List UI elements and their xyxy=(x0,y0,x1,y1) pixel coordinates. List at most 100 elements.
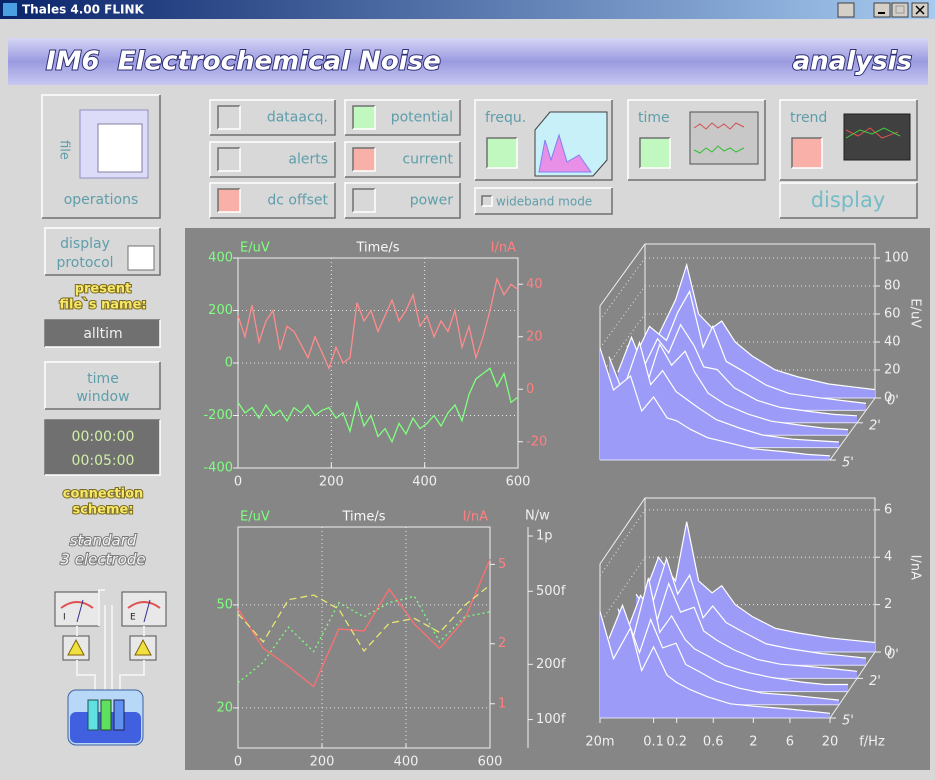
wideband-checkbox xyxy=(482,196,492,206)
time-window-label: window xyxy=(76,389,129,405)
depth-tick-label: 2' xyxy=(869,418,881,433)
panel-label: time xyxy=(638,110,670,126)
x-tick-label: 2 xyxy=(749,735,757,750)
y2-tick-label: -20 xyxy=(526,434,547,449)
panel-indicator xyxy=(640,138,670,168)
scheme-caption: connection xyxy=(63,487,144,502)
maximize-button[interactable] xyxy=(892,3,908,17)
x-tick-label: 0 xyxy=(234,755,242,770)
toggle-label: power xyxy=(410,193,454,209)
z-tick-label: 6 xyxy=(884,502,892,517)
y2-tick-label: 5 xyxy=(498,557,506,572)
x-tick-label: 200 xyxy=(319,475,344,490)
scheme-name: standard xyxy=(70,532,137,550)
z-tick-label: 80 xyxy=(884,279,901,294)
depth-tick-label: 0' xyxy=(887,648,899,663)
electrode xyxy=(114,700,124,730)
x-tick-label: 0 xyxy=(234,475,242,490)
panel-label: frequ. xyxy=(485,110,526,126)
toggle-indicator xyxy=(353,189,375,212)
y2-tick-label: 40 xyxy=(526,277,543,292)
y-tick-label: 400 xyxy=(208,251,233,266)
y3-tick-label: 200f xyxy=(536,657,566,672)
z-tick-label: 20 xyxy=(884,363,901,378)
y3-tick-label: 500f xyxy=(536,584,566,599)
toggle-indicator xyxy=(353,106,375,129)
depth-tick-label: 5' xyxy=(842,456,854,471)
app-icon xyxy=(3,3,17,16)
x-tick-label: 0.1 xyxy=(643,735,664,750)
z-axis-label: E/uV xyxy=(908,298,923,328)
y2-tick-label: 2 xyxy=(498,636,506,651)
x-tick-label: 20 xyxy=(822,735,839,750)
time-end: 00:05:00 xyxy=(72,453,135,469)
y-axis-label: E/uV xyxy=(240,241,270,256)
file-side-label: file xyxy=(57,140,72,160)
y2-tick-label: 1 xyxy=(498,696,506,711)
toggle-label: potential xyxy=(391,110,453,126)
toggle-label: alerts xyxy=(288,152,328,168)
z-tick-label: 4 xyxy=(884,550,892,565)
meter-label: I xyxy=(63,613,66,623)
toggle-indicator xyxy=(353,148,375,171)
toggle-indicator xyxy=(218,148,240,171)
panel-label: trend xyxy=(790,110,827,126)
x-tick-label: 600 xyxy=(506,475,531,490)
depth-tick-label: 0' xyxy=(887,394,899,409)
scheme-name: 3 electrode xyxy=(60,551,145,569)
y-tick-label: -200 xyxy=(203,408,233,423)
y3-axis-label: N/w xyxy=(525,509,550,524)
header-title: IM6 Electrochemical Noise xyxy=(46,47,441,77)
y-tick-label: 0 xyxy=(225,356,233,371)
y-tick-label: -400 xyxy=(203,461,233,476)
protocol-label: display xyxy=(60,236,110,252)
electrode xyxy=(101,700,111,730)
file-operations-label: operations xyxy=(64,192,139,208)
x-tick-label: 20m xyxy=(585,735,614,750)
depth-tick-label: 5' xyxy=(842,714,854,729)
window-controls xyxy=(838,3,928,17)
electrode xyxy=(88,700,98,730)
toggle-indicator xyxy=(218,189,240,212)
time-window-label: time xyxy=(87,371,119,387)
panel-indicator xyxy=(487,138,517,168)
z-tick-label: 60 xyxy=(884,307,901,322)
y2-axis-label: I/nA xyxy=(463,510,488,525)
print-button[interactable] xyxy=(838,3,854,17)
y3-tick-label: 100f xyxy=(536,712,566,727)
file-name-caption: file`s name: xyxy=(59,298,146,313)
z-axis-label: I/nA xyxy=(908,555,923,580)
toggle-label: dc offset xyxy=(267,193,328,209)
chart-title: Time/s xyxy=(356,241,400,256)
y2-tick-label: 20 xyxy=(526,329,543,344)
protocol-icon xyxy=(128,246,154,270)
x-tick-label: 400 xyxy=(412,475,437,490)
depth-tick-label: 2' xyxy=(869,674,881,689)
file-icon-page xyxy=(98,124,142,172)
app-window: Thales 4.00 FLINK IM6 Electrochemical No… xyxy=(0,0,935,780)
toggle-indicator xyxy=(218,106,240,129)
file-name-caption: present xyxy=(75,282,132,297)
x-tick-label: 0.2 xyxy=(666,735,687,750)
x-tick-label: 600 xyxy=(478,755,503,770)
x-tick-label: 6 xyxy=(786,735,794,750)
y3-tick-label: 1p xyxy=(536,529,553,544)
y-axis-label: E/uV xyxy=(240,510,270,525)
x-tick-label: 0.6 xyxy=(703,735,724,750)
window-title: Thales 4.00 FLINK xyxy=(22,3,145,17)
chart-title: Time/s xyxy=(342,510,386,525)
display-label: display xyxy=(811,188,886,212)
wideband-label: wideband mode xyxy=(496,195,592,209)
minimize-button[interactable] xyxy=(874,3,890,17)
header-right: analysis xyxy=(793,47,912,77)
y2-tick-label: 0 xyxy=(526,382,534,397)
scheme-caption: scheme: xyxy=(72,503,133,518)
z-tick-label: 100 xyxy=(884,251,909,266)
x-axis-label: f/Hz xyxy=(859,735,885,750)
time-icon xyxy=(690,112,758,164)
page: Thales 4.00 FLINK IM6 Electrochemical No… xyxy=(0,0,935,780)
time-start: 00:00:00 xyxy=(72,429,135,445)
panel-indicator xyxy=(792,138,822,168)
y-tick-label: 200 xyxy=(208,303,233,318)
y-tick-label: 50 xyxy=(216,597,233,612)
